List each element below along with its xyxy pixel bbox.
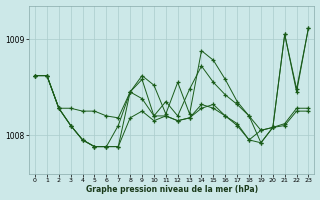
X-axis label: Graphe pression niveau de la mer (hPa): Graphe pression niveau de la mer (hPa) [86, 185, 258, 194]
